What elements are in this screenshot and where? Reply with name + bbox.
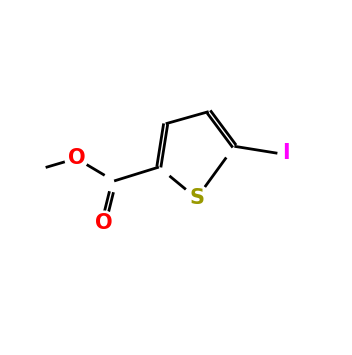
Circle shape [65,147,88,170]
Text: O: O [95,213,113,233]
Circle shape [93,211,115,234]
Text: O: O [68,148,85,168]
Circle shape [183,185,210,212]
Text: I: I [283,143,290,163]
Text: S: S [189,188,204,208]
